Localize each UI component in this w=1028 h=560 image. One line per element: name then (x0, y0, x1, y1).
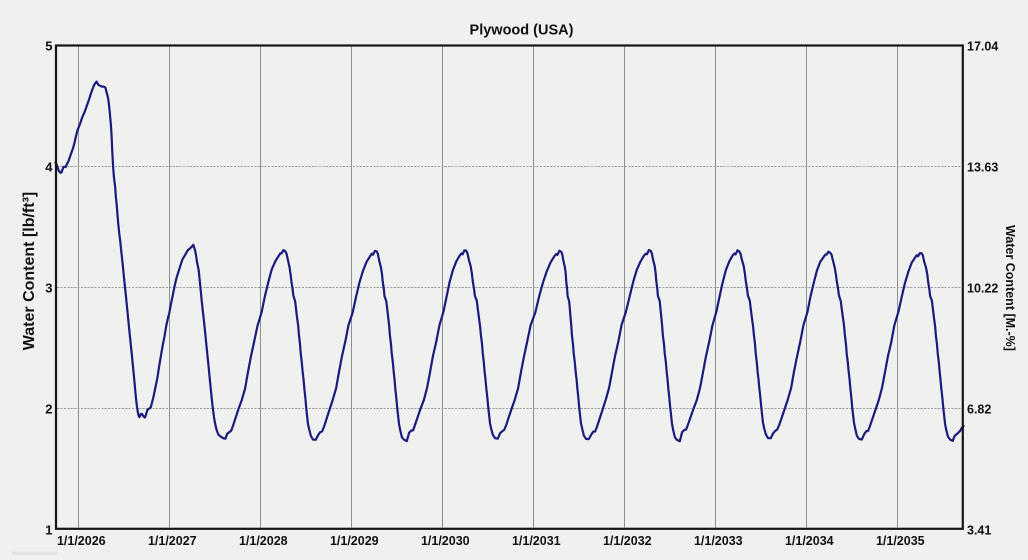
svg-text:1/1/2029: 1/1/2029 (330, 534, 379, 548)
svg-text:1/1/2026: 1/1/2026 (57, 534, 106, 548)
svg-text:Plywood (USA): Plywood (USA) (470, 23, 574, 39)
svg-text:10.22: 10.22 (967, 282, 998, 296)
svg-text:3: 3 (45, 281, 52, 296)
svg-text:6.82: 6.82 (967, 403, 991, 417)
svg-text:17.04: 17.04 (967, 40, 998, 54)
svg-text:1/1/2035: 1/1/2035 (876, 534, 925, 548)
svg-text:1/1/2032: 1/1/2032 (603, 534, 652, 548)
svg-text:4: 4 (45, 160, 53, 175)
svg-text:13.63: 13.63 (967, 161, 998, 175)
svg-text:1/1/2028: 1/1/2028 (239, 534, 288, 548)
svg-text:1/1/2030: 1/1/2030 (421, 534, 470, 548)
svg-text:3.41: 3.41 (967, 523, 991, 537)
svg-text:1/1/2034: 1/1/2034 (785, 534, 834, 548)
svg-text:1/1/2033: 1/1/2033 (694, 534, 743, 548)
svg-text:Water Content [lb/ft³]: Water Content [lb/ft³] (21, 192, 38, 350)
svg-text:1: 1 (45, 522, 52, 537)
svg-text:2: 2 (45, 402, 52, 417)
svg-text:1/1/2027: 1/1/2027 (148, 534, 197, 548)
svg-text:5: 5 (45, 39, 52, 54)
svg-text:1/1/2031: 1/1/2031 (512, 534, 561, 548)
svg-text:Water Content [M.-%]: Water Content [M.-%] (1003, 225, 1017, 351)
